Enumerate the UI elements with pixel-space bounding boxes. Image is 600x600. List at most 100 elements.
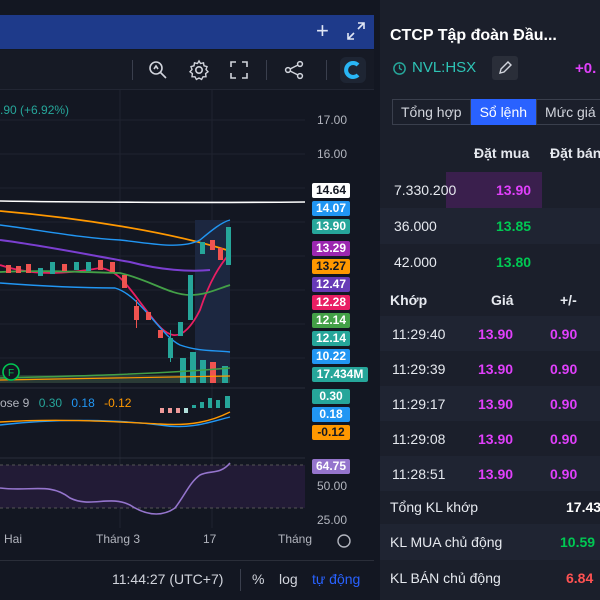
price-tag: 12.14 <box>312 331 350 346</box>
summary-label: KL MUA chủ động <box>390 534 503 550</box>
toolbar-divider <box>266 60 267 80</box>
axis-settings-icon[interactable] <box>337 534 351 548</box>
price-change-label: .90 (+6.92%) <box>0 103 70 117</box>
summary-row: KL BÁN chủ động 6.84 <box>380 560 600 596</box>
expand-icon[interactable] <box>346 21 366 41</box>
price-tag: 12.14 <box>312 313 350 328</box>
rsi-axis-label: 25.00 <box>317 513 348 527</box>
ma-white-line <box>0 200 306 204</box>
trade-time: 11:28:51 <box>392 466 446 482</box>
trades-price-header: Giá <box>491 292 514 308</box>
rsi-line <box>0 462 231 515</box>
time-axis-label: Tháng <box>278 532 313 546</box>
price-tag: 12.47 <box>312 277 350 292</box>
trade-row: 11:28:51 13.90 0.90 <box>380 456 600 491</box>
tab-price-levels[interactable]: Mức giá <box>536 99 600 125</box>
orderbook-row[interactable]: 36.000 13.85 <box>380 208 600 244</box>
toolbar-divider <box>326 60 327 80</box>
macd-value-hist: 0.30 <box>38 396 63 410</box>
share-icon[interactable] <box>282 58 306 82</box>
summary-value: 10.59 <box>560 534 596 550</box>
chart-pane: + <box>0 15 374 591</box>
bid-header: Đặt mua <box>474 145 530 161</box>
bid-price: 13.80 <box>496 254 532 270</box>
price-chart[interactable]: F <box>0 90 374 560</box>
panel-tabs: Tổng hợp Sổ lệnh Mức giá <box>392 99 600 125</box>
macd-tag: 0.30 <box>312 389 350 404</box>
refresh-status-icon <box>393 62 406 75</box>
trade-price: 13.90 <box>478 431 514 447</box>
trade-change: 0.90 <box>550 326 578 342</box>
trade-row: 11:29:17 13.90 0.90 <box>380 386 600 421</box>
symbol-panel: CTCP Tập đoàn Đầu... NVL:HSX +0. Tổng hợ… <box>380 0 600 600</box>
macd-histogram <box>0 396 231 428</box>
macd-label: ose 9 0.30 0.18 -0.12 <box>0 396 131 410</box>
bid-price: 13.85 <box>496 218 532 234</box>
trade-row: 11:29:39 13.90 0.90 <box>380 351 600 386</box>
rsi-tag: 64.75 <box>312 459 350 474</box>
add-icon[interactable]: + <box>316 18 329 43</box>
ma-orange-line <box>0 210 231 252</box>
orderbook-row[interactable]: 7.330.200 13.90 <box>380 172 600 208</box>
ticker-symbol[interactable]: NVL:HSX <box>412 59 477 76</box>
price-tag: 13.29 <box>312 241 350 256</box>
edit-button[interactable] <box>492 56 518 80</box>
company-name: CTCP Tập đoàn Đầu... <box>390 27 557 44</box>
trades-change-header: +/- <box>560 292 577 308</box>
tab-orderbook[interactable]: Sổ lệnh <box>470 99 537 125</box>
macd-value-signal: -0.12 <box>104 396 132 410</box>
fullscreen-icon[interactable] <box>227 58 251 82</box>
ask-header: Đặt bán <box>550 145 600 161</box>
summary-label: KL BÁN chủ động <box>390 570 501 586</box>
trade-price: 13.90 <box>478 396 514 412</box>
settings-icon[interactable] <box>187 58 211 82</box>
percent-toggle[interactable]: % <box>252 571 265 587</box>
price-tag: 14.64 <box>312 183 350 198</box>
trade-price: 13.90 <box>478 326 514 342</box>
bid-price: 13.90 <box>496 182 532 198</box>
candles <box>6 227 231 362</box>
ticker-row: NVL:HSX <box>392 59 476 76</box>
time-axis[interactable]: Hai Tháng 3 17 Tháng <box>0 528 374 550</box>
ma-purple-line <box>0 239 211 272</box>
price-tag: 13.90 <box>312 219 350 234</box>
bid-depth-bar <box>446 172 542 208</box>
volume-tag: 17.434M <box>312 367 368 382</box>
quick-search-icon[interactable] <box>146 58 170 82</box>
f-marker-icon[interactable] <box>2 363 20 381</box>
macd-value-line: 0.18 <box>71 396 95 410</box>
trade-price: 13.90 <box>478 361 514 377</box>
bb-lower-line <box>0 282 231 353</box>
bid-volume: 42.000 <box>394 254 437 270</box>
trade-change: 0.90 <box>550 466 578 482</box>
macd-tag: 0.18 <box>312 407 350 422</box>
macd-tag: -0.12 <box>312 425 350 440</box>
summary-value: 6.84 <box>566 570 594 586</box>
price-axis-label: 16.00 <box>317 147 348 161</box>
chart-canvas: F <box>0 90 351 548</box>
bb-upper-line <box>0 219 231 246</box>
trade-change: 0.90 <box>550 431 578 447</box>
time-axis-label: Hai <box>4 532 23 546</box>
orderbook-row[interactable]: 42.000 13.80 <box>380 244 600 280</box>
summary-label: Tổng KL khớp <box>390 499 479 515</box>
clock-label: 11:44:27 (UTC+7) <box>112 571 224 587</box>
bid-volume: 7.330.200 <box>394 182 457 198</box>
log-toggle[interactable]: log <box>279 571 298 587</box>
price-tag: 14.07 <box>312 201 350 216</box>
f-marker-text: F <box>8 368 14 379</box>
summary-row: Tổng KL khớp 17.43 <box>380 489 600 525</box>
auto-toggle[interactable]: tự động <box>312 571 361 587</box>
chart-title-bar: + <box>0 15 374 49</box>
summary-row: KL MUA chủ động 10.59 <box>380 524 600 560</box>
price-axis-label: 17.00 <box>317 113 348 127</box>
trade-price: 13.90 <box>478 466 514 482</box>
trade-row: 11:29:08 13.90 0.90 <box>380 421 600 456</box>
toolbar-divider <box>132 60 133 80</box>
pencil-icon <box>499 61 512 74</box>
rsi-band <box>0 465 305 508</box>
summary-value: 17.43 <box>566 499 600 515</box>
tab-summary[interactable]: Tổng hợp <box>392 99 471 125</box>
logo-icon[interactable] <box>340 57 366 83</box>
